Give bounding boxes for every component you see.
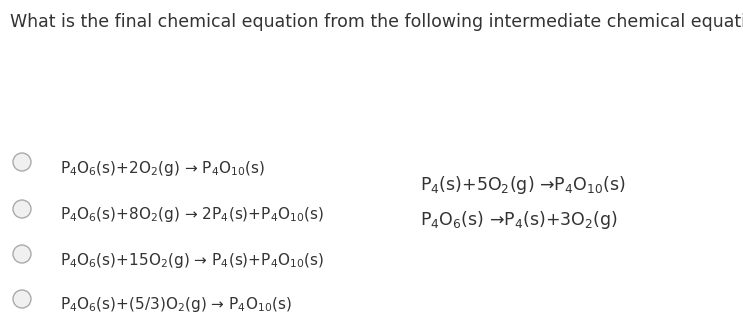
Text: P$_4$O$_6$(s)+8O$_2$(g) → 2P$_4$(s)+P$_4$O$_{10}$(s): P$_4$O$_6$(s)+8O$_2$(g) → 2P$_4$(s)+P$_4… xyxy=(60,205,324,224)
Circle shape xyxy=(13,153,31,171)
Text: P$_4$(s)+5O$_2$(g) →P$_4$O$_{10}$(s): P$_4$(s)+5O$_2$(g) →P$_4$O$_{10}$(s) xyxy=(420,174,626,196)
Text: P$_4$O$_6$(s)+15O$_2$(g) → P$_4$(s)+P$_4$O$_{10}$(s): P$_4$O$_6$(s)+15O$_2$(g) → P$_4$(s)+P$_4… xyxy=(60,250,324,270)
Text: P$_4$O$_6$(s)+(5/3)O$_2$(g) → P$_4$O$_{10}$(s): P$_4$O$_6$(s)+(5/3)O$_2$(g) → P$_4$O$_{1… xyxy=(60,296,292,315)
Circle shape xyxy=(13,245,31,263)
Text: What is the final chemical equation from the following intermediate chemical equ: What is the final chemical equation from… xyxy=(10,13,743,31)
Text: P$_4$O$_6$(s) →P$_4$(s)+3O$_2$(g): P$_4$O$_6$(s) →P$_4$(s)+3O$_2$(g) xyxy=(420,209,618,231)
Text: P$_4$O$_6$(s)+2O$_2$(g) → P$_4$O$_{10}$(s): P$_4$O$_6$(s)+2O$_2$(g) → P$_4$O$_{10}$(… xyxy=(60,159,265,177)
Circle shape xyxy=(13,290,31,308)
Circle shape xyxy=(13,200,31,218)
